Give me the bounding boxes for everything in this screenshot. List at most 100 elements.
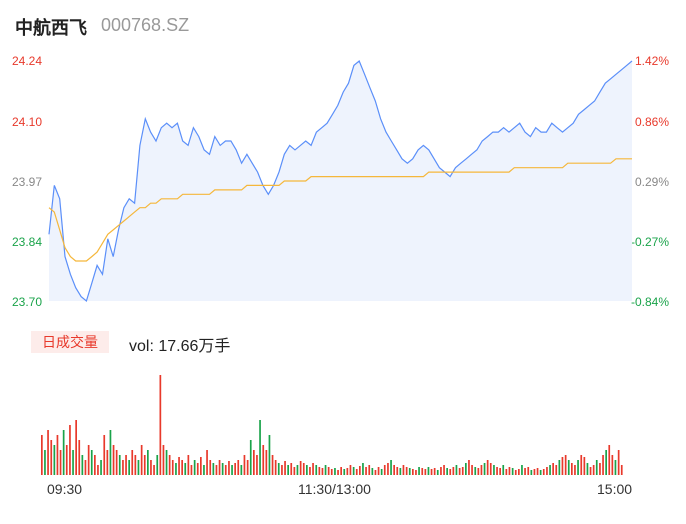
volume-bar bbox=[599, 463, 601, 475]
volume-bar bbox=[405, 467, 408, 475]
volume-bar bbox=[228, 461, 230, 475]
volume-bar bbox=[224, 465, 227, 475]
volume-bar bbox=[564, 455, 567, 475]
volume-bar bbox=[196, 463, 199, 475]
volume-bar bbox=[605, 450, 607, 475]
volume-bar bbox=[511, 468, 514, 475]
volume-bar bbox=[465, 463, 467, 475]
volume-bar bbox=[296, 465, 299, 475]
volume-bar bbox=[343, 469, 346, 475]
volume-bar bbox=[561, 457, 564, 475]
volume-bar bbox=[175, 463, 177, 475]
volume-bar bbox=[365, 467, 367, 475]
volume-bar bbox=[277, 463, 280, 475]
volume-bar bbox=[234, 463, 236, 475]
volume-bar bbox=[595, 460, 598, 475]
volume-bar bbox=[137, 460, 140, 475]
volume-bar bbox=[614, 460, 617, 475]
volume-bar bbox=[84, 460, 87, 475]
x-tick: 15:00 bbox=[597, 481, 633, 497]
volume-bar bbox=[243, 455, 246, 475]
y-tick-right: 0.86% bbox=[634, 115, 669, 129]
volume-bar bbox=[555, 465, 558, 475]
volume-bar bbox=[337, 470, 339, 475]
volume-bar bbox=[552, 463, 554, 475]
volume-bar bbox=[327, 467, 330, 475]
y-tick-left: 23.97 bbox=[12, 175, 43, 189]
y-tick-left: 23.70 bbox=[12, 295, 43, 309]
volume-bar bbox=[489, 463, 492, 475]
volume-bar bbox=[306, 465, 308, 475]
volume-chart bbox=[41, 375, 623, 475]
volume-bar bbox=[539, 470, 542, 475]
volume-bar bbox=[131, 450, 134, 475]
volume-bar bbox=[75, 420, 77, 475]
volume-badge[interactable]: 日成交量 bbox=[31, 331, 109, 353]
volume-bar bbox=[440, 467, 442, 475]
volume-bar bbox=[200, 457, 202, 475]
volume-bar bbox=[231, 465, 233, 475]
x-tick: 09:30 bbox=[47, 481, 83, 497]
volume-bar bbox=[518, 469, 520, 475]
volume-bar bbox=[150, 460, 152, 475]
volume-bar bbox=[521, 465, 523, 475]
volume-bar bbox=[533, 469, 536, 475]
volume-bar bbox=[383, 465, 386, 475]
volume-bar bbox=[433, 468, 436, 475]
volume-bar bbox=[586, 463, 589, 475]
volume-bar bbox=[178, 457, 180, 475]
volume-bar bbox=[100, 460, 102, 475]
volume-bar bbox=[50, 440, 53, 475]
volume-bar bbox=[527, 467, 530, 475]
volume-bar bbox=[212, 463, 215, 475]
volume-bar bbox=[287, 465, 289, 475]
stock-name: 中航西飞 bbox=[15, 18, 87, 38]
volume-bar bbox=[571, 463, 573, 475]
volume-bar bbox=[106, 450, 109, 475]
volume-bar bbox=[218, 460, 221, 475]
volume-bar bbox=[505, 469, 508, 475]
volume-bar bbox=[508, 467, 511, 475]
volume-bar bbox=[109, 430, 112, 475]
volume-bar bbox=[128, 460, 130, 475]
volume-bar bbox=[427, 467, 430, 475]
volume-bar bbox=[115, 450, 118, 475]
volume-bar bbox=[608, 445, 611, 475]
y-tick-right: 1.42% bbox=[634, 54, 669, 68]
volume-bar bbox=[65, 445, 68, 475]
volume-bar bbox=[477, 468, 480, 475]
volume-bar bbox=[549, 465, 551, 475]
volume-bar bbox=[256, 455, 258, 475]
price-line bbox=[48, 60, 633, 303]
volume-bar bbox=[190, 465, 193, 475]
y-tick-left: 24.24 bbox=[12, 54, 43, 68]
volume-bar bbox=[402, 465, 405, 475]
volume-bar bbox=[393, 465, 395, 475]
volume-bar bbox=[399, 468, 402, 475]
volume-bar bbox=[315, 465, 318, 475]
volume-bar bbox=[90, 450, 93, 475]
volume-bar bbox=[468, 460, 470, 475]
volume-bar bbox=[94, 455, 96, 475]
volume-bar bbox=[471, 465, 473, 475]
volume-bar bbox=[259, 420, 261, 475]
y-tick-right: -0.27% bbox=[630, 235, 669, 249]
volume-bar bbox=[62, 430, 65, 475]
volume-bar bbox=[253, 450, 255, 475]
volume-bar bbox=[421, 468, 424, 475]
volume-bar bbox=[134, 455, 137, 475]
volume-bar bbox=[321, 468, 324, 475]
volume-bar bbox=[249, 440, 252, 475]
volume-bar bbox=[103, 435, 106, 475]
volume-bar bbox=[412, 469, 414, 475]
avg-price-line bbox=[48, 158, 632, 262]
volume-bar bbox=[140, 445, 143, 475]
volume-bar bbox=[458, 468, 461, 475]
volume-bar bbox=[312, 463, 314, 475]
volume-bar bbox=[592, 465, 595, 475]
y-tick-left: 23.84 bbox=[12, 235, 43, 249]
volume-bar bbox=[193, 460, 196, 475]
volume-bar bbox=[184, 463, 187, 475]
volume-bar bbox=[240, 465, 243, 475]
